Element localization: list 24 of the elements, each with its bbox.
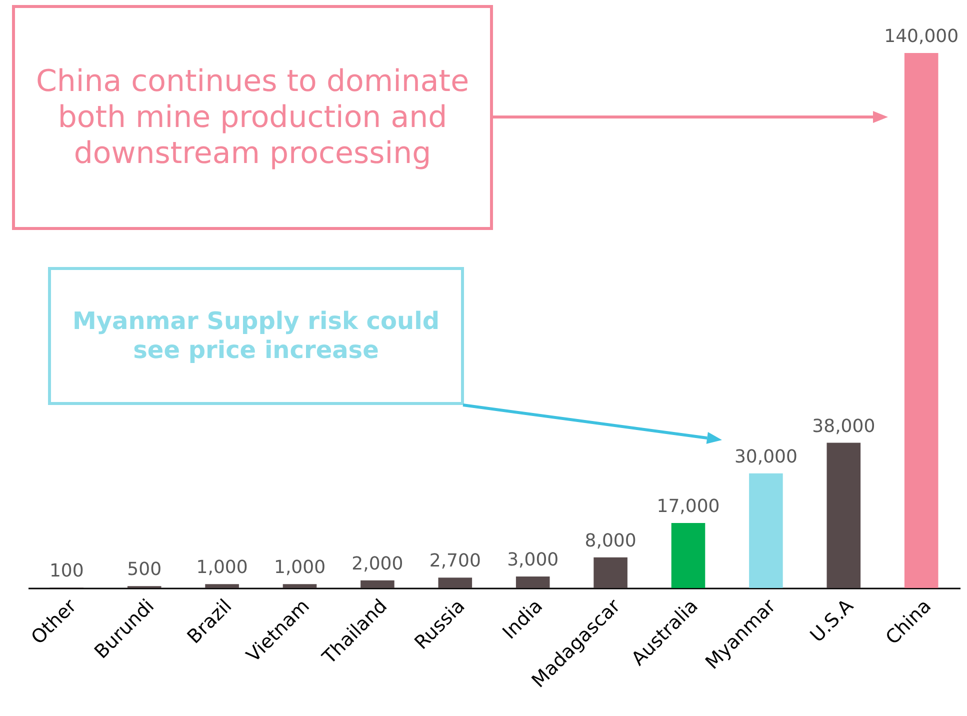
data-label: 17,000 [656, 496, 720, 518]
bar [282, 584, 317, 588]
data-label: 8,000 [584, 530, 636, 552]
data-label: 2,000 [352, 553, 404, 574]
bar [438, 578, 472, 588]
note-box: China continues to dominate both mine production and downstream processing [12, 5, 493, 230]
bar [594, 557, 628, 588]
bar [904, 53, 938, 588]
data-label: 2,700 [429, 550, 481, 572]
bar [826, 442, 861, 588]
bar [749, 473, 783, 588]
data-label: 1,000 [196, 557, 248, 578]
bar [671, 523, 706, 588]
data-label: 3,000 [507, 550, 559, 571]
bar [516, 576, 550, 588]
note-box: Myanmar Supply risk could see price increase [48, 267, 464, 405]
bar [360, 580, 394, 588]
bar [205, 584, 239, 588]
data-label: 30,000 [734, 446, 798, 468]
data-label: 500 [127, 559, 162, 580]
data-label: 140,000 [884, 26, 959, 47]
data-label: 38,000 [812, 416, 876, 437]
data-label: 100 [49, 560, 84, 582]
data-label: 1,000 [274, 557, 326, 578]
